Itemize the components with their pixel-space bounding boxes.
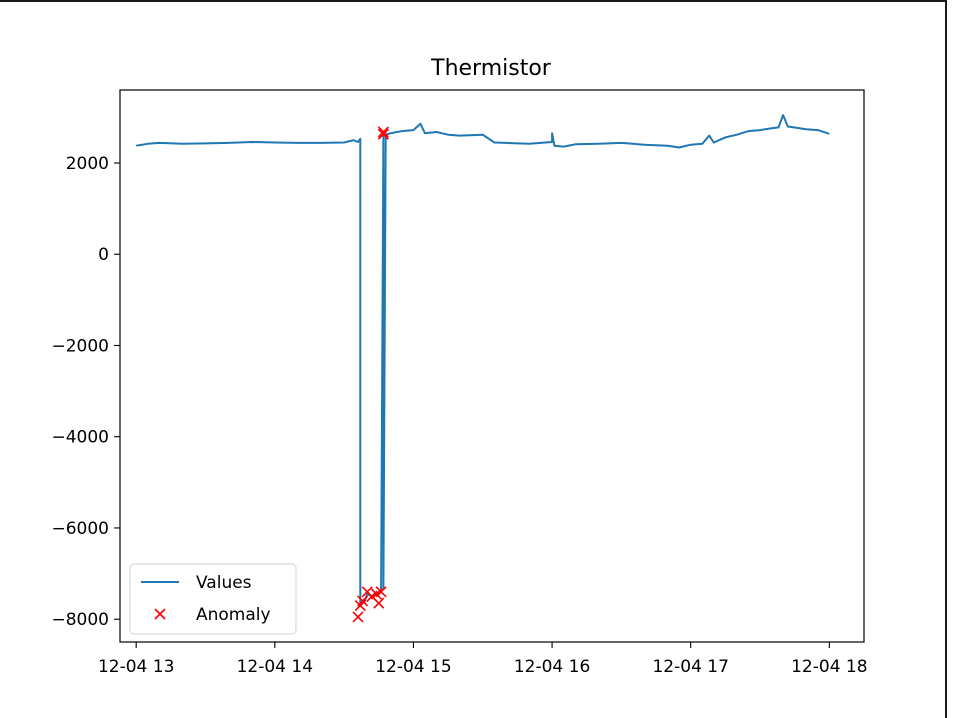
legend: Values Anomaly <box>129 563 297 635</box>
y-tick-label: −6000 <box>51 519 109 539</box>
anomaly-marker <box>375 586 387 598</box>
legend-label: Anomaly <box>196 605 271 625</box>
y-tick-label: −8000 <box>51 610 109 630</box>
y-tick-label: −2000 <box>51 336 109 356</box>
x-tick-label: 12-04 16 <box>514 657 590 677</box>
legend-x-swatch <box>154 608 166 620</box>
y-axis: 2000 0 −2000 −4000 −6000 −8000 <box>51 154 120 630</box>
y-tick-label: 2000 <box>66 154 109 174</box>
values-line <box>136 114 830 607</box>
x-tick-label: 12-04 15 <box>375 657 451 677</box>
x-tick-label: 12-04 14 <box>237 657 313 677</box>
x-axis: 12-04 13 12-04 14 12-04 15 12-04 16 12-04 17… <box>98 642 868 677</box>
x-tick-label: 12-04 18 <box>791 657 867 677</box>
x-tick-label: 12-04 17 <box>652 657 728 677</box>
anomaly-marker <box>352 611 364 623</box>
anomaly-marker <box>373 597 385 609</box>
plot-area <box>119 89 865 643</box>
x-tick-label: 12-04 13 <box>98 657 174 677</box>
y-tick-label: −4000 <box>51 428 109 448</box>
anomaly-marker <box>377 126 389 138</box>
chart-title: Thermistor <box>430 56 552 81</box>
y-tick-label: 0 <box>98 245 109 265</box>
series-layer <box>136 114 830 623</box>
legend-label: Values <box>196 573 252 593</box>
anomaly-marker <box>357 595 369 607</box>
anomaly-marker <box>377 128 389 140</box>
